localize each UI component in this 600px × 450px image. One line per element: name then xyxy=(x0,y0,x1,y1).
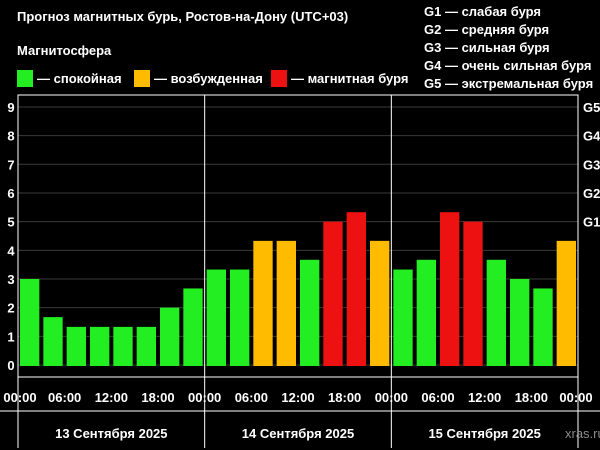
y-tick-label: 7 xyxy=(7,157,14,172)
y-tick-label: 5 xyxy=(7,215,14,230)
bar xyxy=(300,259,320,366)
bar xyxy=(183,288,203,366)
day-label: 14 Сентября 2025 xyxy=(242,426,354,441)
bar xyxy=(136,326,156,366)
x-tick-label: 18:00 xyxy=(328,390,361,405)
x-tick-label: 18:00 xyxy=(141,390,174,405)
bar xyxy=(206,269,226,366)
x-tick-label: 12:00 xyxy=(95,390,128,405)
magnetosphere-label: Магнитосфера xyxy=(17,43,112,58)
bar xyxy=(253,240,273,366)
y-tick-label: 9 xyxy=(7,100,14,115)
g-legend-g2: G2 — средняя буря xyxy=(424,22,550,37)
day-label: 13 Сентября 2025 xyxy=(55,426,167,441)
bar xyxy=(510,278,530,366)
legend-quiet-swatch xyxy=(17,69,33,87)
bar xyxy=(393,269,413,366)
bar xyxy=(486,259,506,366)
chart-title: Прогноз магнитных бурь, Ростов-на-Дону (… xyxy=(17,9,349,24)
bar xyxy=(440,212,460,366)
y-tick-label: 3 xyxy=(7,272,14,287)
bar xyxy=(416,259,436,366)
g-tick-label: G1 xyxy=(583,215,600,230)
bar xyxy=(20,278,40,366)
x-tick-label: 00:00 xyxy=(3,390,36,405)
y-tick-label: 6 xyxy=(7,186,14,201)
g-legend-g5: G5 — экстремальная буря xyxy=(424,76,594,91)
bar xyxy=(346,212,366,366)
bar xyxy=(90,326,110,366)
g-legend-g3: G3 — сильная буря xyxy=(424,40,550,55)
bar xyxy=(323,221,343,366)
legend-excited-swatch xyxy=(134,69,150,87)
g-tick-label: G3 xyxy=(583,157,600,172)
legend-excited-label: — возбужденная xyxy=(154,70,263,86)
x-tick-label: 12:00 xyxy=(468,390,501,405)
legend-excited: — возбужденная xyxy=(134,68,263,88)
g-tick-label: G5 xyxy=(583,100,600,115)
y-tick-label: 4 xyxy=(7,243,15,258)
bar xyxy=(533,288,553,366)
y-tick-label: 2 xyxy=(7,301,14,316)
x-tick-label: 18:00 xyxy=(515,390,548,405)
y-tick-label: 0 xyxy=(7,358,14,373)
bar xyxy=(66,326,86,366)
g-tick-label: G2 xyxy=(583,186,600,201)
bar xyxy=(370,240,390,366)
bar xyxy=(463,221,483,366)
watermark-text: xras.ru xyxy=(565,426,600,441)
bar xyxy=(43,317,63,366)
legend-storm: — магнитная буря xyxy=(271,68,408,88)
g-legend-g1: G1 — слабая буря xyxy=(424,4,542,19)
plot-frame xyxy=(17,94,579,378)
y-tick-label: 8 xyxy=(7,129,14,144)
bar xyxy=(113,326,133,366)
y-tick-label: 1 xyxy=(7,329,14,344)
day-label: 15 Сентября 2025 xyxy=(428,426,540,441)
legend-storm-swatch xyxy=(271,69,287,87)
g-tick-label: G4 xyxy=(583,129,600,144)
bar xyxy=(276,240,296,366)
bar xyxy=(230,269,250,366)
x-tick-label: 06:00 xyxy=(48,390,81,405)
g-scale-legend: G1 — слабая буря G2 — средняя буря G3 — … xyxy=(424,3,593,93)
bar xyxy=(160,307,180,366)
x-tick-label: 00:00 xyxy=(559,390,592,405)
legend-quiet: — спокойная xyxy=(17,68,122,88)
x-tick-label: 06:00 xyxy=(421,390,454,405)
x-tick-label: 00:00 xyxy=(375,390,408,405)
x-tick-label: 00:00 xyxy=(188,390,221,405)
legend-quiet-label: — спокойная xyxy=(37,70,122,86)
x-tick-label: 12:00 xyxy=(281,390,314,405)
x-tick-label: 06:00 xyxy=(235,390,268,405)
legend-storm-label: — магнитная буря xyxy=(291,70,409,86)
bar xyxy=(556,240,576,366)
g-legend-g4: G4 — очень сильная буря xyxy=(424,58,592,73)
